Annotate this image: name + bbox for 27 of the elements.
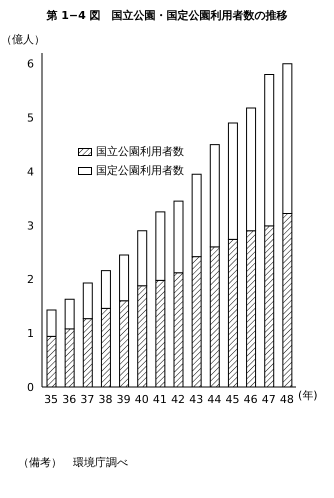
legend-label: 国定公園利用者数	[96, 163, 184, 178]
x-tick-label: 44	[207, 392, 222, 406]
y-tick-label: 6	[27, 58, 34, 71]
y-axis-title: （億人）	[1, 33, 45, 46]
text: （備考） 環境庁調べ	[18, 455, 129, 470]
x-tick-label: 43	[189, 392, 204, 406]
chart-title: 第 1−4 図 国立公園・国定公園利用者数の推移	[45, 8, 289, 23]
x-tick-label: 41	[152, 392, 167, 406]
x-tick-label: 45	[226, 392, 240, 406]
x-tick-label: 46	[244, 392, 258, 406]
y-tick-label: 4	[27, 165, 34, 178]
y-tick-label: 5	[27, 112, 34, 125]
x-tick-label: 39	[116, 392, 131, 406]
x-tick-label: 48	[280, 392, 294, 406]
x-tick-label: 40	[134, 392, 149, 406]
legend-label: 国立公園利用者数	[96, 144, 184, 159]
y-tick-label: 0	[27, 380, 34, 394]
y-tick-label: 1	[27, 327, 34, 340]
x-tick-label: 47	[262, 392, 276, 406]
y-tick-label: 3	[27, 219, 34, 232]
x-tick-label: 37	[80, 392, 94, 406]
x-tick-label: 36	[62, 392, 76, 406]
x-tick-label: 35	[44, 392, 58, 406]
y-tick-label: 2	[27, 273, 34, 286]
x-tick-label: 42	[171, 392, 186, 406]
x-axis-title: (年)	[298, 388, 318, 402]
x-tick-label: 38	[98, 392, 112, 406]
